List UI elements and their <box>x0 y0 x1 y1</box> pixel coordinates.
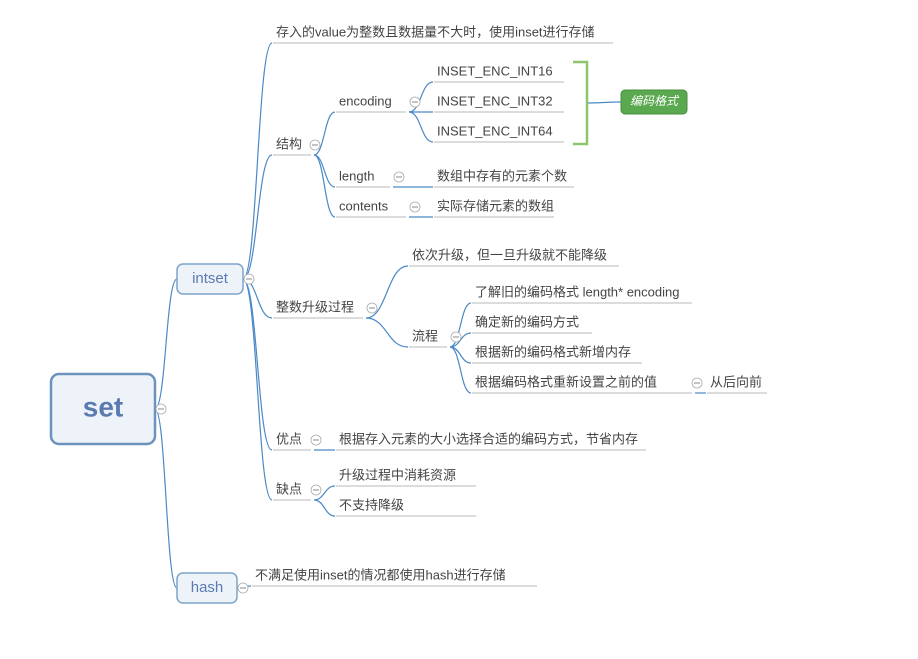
cons-item-1: 不支持降级 <box>339 497 404 512</box>
pros-desc: 根据存入元素的大小选择合适的编码方式，节省内存 <box>339 431 638 446</box>
cons-item-0: 升级过程中消耗资源 <box>339 467 456 482</box>
connector <box>155 279 177 409</box>
connector <box>366 318 408 347</box>
hash-desc: 不满足使用inset的情况都使用hash进行存储 <box>255 567 506 582</box>
cons-node: 缺点 <box>276 481 302 496</box>
root-label: set <box>83 391 123 422</box>
connector <box>243 155 272 279</box>
struct-node: 结构 <box>276 136 302 151</box>
length-node: length <box>339 168 374 183</box>
flow-tail: 从后向前 <box>710 374 762 389</box>
connector <box>409 82 433 112</box>
hash-label: hash <box>191 579 224 596</box>
encoding-node: encoding <box>339 93 392 108</box>
encoding-bracket <box>573 62 587 144</box>
intset-desc: 存入的value为整数且数据量不大时，使用inset进行存储 <box>276 24 595 39</box>
flow-item-3: 根据编码格式重新设置之前的值 <box>475 374 657 389</box>
intset-label: intset <box>192 270 229 287</box>
contents-node: contents <box>339 198 389 213</box>
flow-item-0: 了解旧的编码格式 length* encoding <box>475 284 679 299</box>
length-desc: 数组中存有的元素个数 <box>437 168 567 183</box>
flow-item-1: 确定新的编码方式 <box>475 314 579 329</box>
encoding-item-0: INSET_ENC_INT16 <box>437 63 553 78</box>
connector <box>587 102 621 103</box>
connector <box>155 409 177 588</box>
pros-node: 优点 <box>276 431 302 446</box>
connector <box>409 112 433 142</box>
contents-desc: 实际存储元素的数组 <box>437 198 554 213</box>
upgrade-node: 整数升级过程 <box>276 299 354 314</box>
encoding-badge-label: 编码格式 <box>630 94 680 108</box>
flow-node: 流程 <box>412 328 438 343</box>
connector <box>243 43 272 279</box>
connector <box>243 279 272 450</box>
connector <box>314 500 335 516</box>
connector <box>243 279 272 500</box>
upgrade-desc: 依次升级，但一旦升级就不能降级 <box>412 247 607 262</box>
encoding-item-2: INSET_ENC_INT64 <box>437 123 553 138</box>
encoding-item-1: INSET_ENC_INT32 <box>437 93 553 108</box>
flow-item-2: 根据新的编码格式新增内存 <box>475 344 631 359</box>
connector <box>314 155 335 187</box>
connector <box>450 347 471 393</box>
